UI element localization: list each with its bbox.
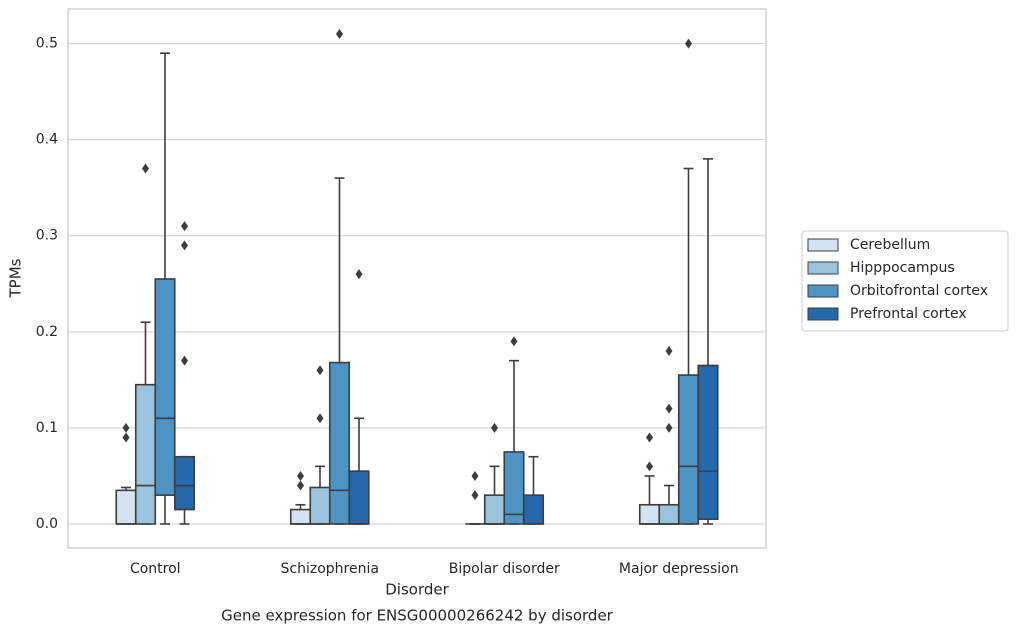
box bbox=[503, 451, 525, 525]
legend-swatch bbox=[807, 284, 839, 298]
outlier bbox=[471, 470, 479, 481]
y-tick-label: 0.4 bbox=[36, 132, 58, 148]
box bbox=[522, 494, 545, 525]
legend-label: Orbitofrontal cortex bbox=[850, 283, 988, 299]
y-tick-label: 0.0 bbox=[36, 516, 58, 532]
x-tick-label: Schizophrenia bbox=[281, 561, 379, 577]
outlier bbox=[355, 269, 363, 280]
outlier bbox=[665, 346, 673, 357]
legend-swatch bbox=[807, 238, 839, 252]
outlier bbox=[685, 38, 692, 49]
box bbox=[697, 364, 719, 520]
outlier bbox=[316, 365, 324, 376]
outlier bbox=[316, 413, 324, 424]
outlier bbox=[336, 28, 343, 39]
x-axis-label: Disorder bbox=[385, 581, 449, 599]
y-tick-label: 0.5 bbox=[36, 36, 58, 52]
outlier bbox=[471, 490, 479, 501]
box bbox=[309, 486, 331, 525]
box bbox=[348, 470, 370, 525]
box bbox=[134, 383, 157, 525]
box bbox=[658, 503, 680, 525]
outlier bbox=[646, 432, 653, 443]
x-tick-label: Bipolar disorder bbox=[449, 561, 560, 577]
legend-label: Hipppocampus bbox=[850, 260, 955, 276]
outlier bbox=[122, 422, 130, 433]
outlier bbox=[122, 432, 130, 443]
chart-title: Gene expression for ENSG00000266242 by d… bbox=[221, 607, 614, 625]
outlier bbox=[491, 422, 498, 433]
legend-label: Prefrontal cortex bbox=[850, 306, 967, 322]
outlier bbox=[510, 336, 518, 347]
box bbox=[483, 494, 506, 525]
outlier bbox=[297, 480, 304, 491]
outlier bbox=[181, 221, 188, 232]
box bbox=[289, 508, 312, 525]
box bbox=[677, 374, 700, 525]
x-tick-label: Control bbox=[130, 561, 181, 577]
box bbox=[638, 503, 661, 525]
box bbox=[115, 489, 137, 525]
box bbox=[154, 278, 176, 496]
outlier bbox=[646, 461, 653, 472]
outlier bbox=[297, 470, 304, 481]
y-axis-label: TPMs bbox=[7, 258, 25, 298]
outlier bbox=[665, 422, 673, 433]
legend-label: Cerebellum bbox=[850, 237, 930, 253]
plot-frame bbox=[67, 8, 767, 549]
outlier bbox=[181, 240, 188, 251]
y-tick-label: 0.1 bbox=[36, 420, 58, 436]
outlier bbox=[665, 403, 673, 414]
legend-frame bbox=[801, 230, 1009, 332]
x-tick-label: Major depression bbox=[619, 561, 739, 577]
y-tick-label: 0.2 bbox=[36, 324, 58, 340]
box bbox=[173, 455, 196, 511]
outlier bbox=[181, 355, 188, 366]
legend-swatch bbox=[807, 307, 839, 321]
y-tick-label: 0.3 bbox=[36, 228, 58, 244]
outlier bbox=[142, 163, 149, 174]
box bbox=[328, 361, 351, 525]
legend-swatch bbox=[807, 261, 839, 275]
